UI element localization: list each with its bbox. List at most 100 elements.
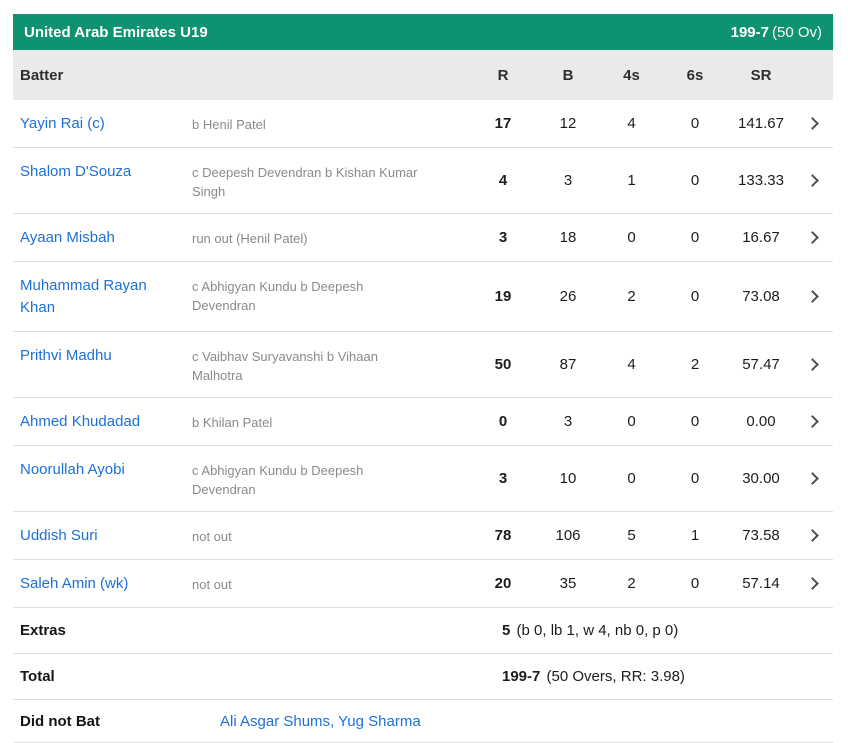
- runs-cell: 3: [498, 470, 508, 487]
- expand-row-button[interactable]: [795, 164, 833, 187]
- batter-row[interactable]: Shalom D'Souza c Deepesh Devendran b Kis…: [13, 148, 833, 214]
- batter-name-link[interactable]: Shalom D'Souza: [20, 163, 132, 180]
- expand-row-button[interactable]: [795, 405, 833, 428]
- fours-cell: 4: [627, 115, 636, 132]
- batter-name-link[interactable]: Uddish Suri: [20, 527, 98, 544]
- balls-cell: 35: [559, 575, 577, 592]
- strike-rate-cell: 133.33: [738, 172, 784, 189]
- strike-rate-cell: 73.58: [742, 527, 780, 544]
- batter-name-link[interactable]: Saleh Amin (wk): [20, 575, 129, 592]
- fours-cell: 2: [627, 288, 636, 305]
- sixes-cell: 0: [690, 115, 700, 132]
- dismissal-cell: not out: [192, 512, 470, 546]
- batter-row[interactable]: Prithvi Madhu c Vaibhav Suryavanshi b Vi…: [13, 332, 833, 398]
- sixes-cell: 0: [690, 413, 700, 430]
- total-detail: (50 Overs, RR: 3.98): [546, 668, 685, 685]
- column-sixes: 6s: [686, 66, 704, 84]
- batter-row[interactable]: Muhammad Rayan Khan c Abhigyan Kundu b D…: [13, 262, 833, 332]
- strike-rate-cell: 0.00: [746, 413, 776, 430]
- dismissal-cell: run out (Henil Patel): [192, 214, 470, 248]
- balls-cell: 10: [559, 470, 577, 487]
- expand-row-button[interactable]: [795, 280, 833, 303]
- did-not-bat-players-links[interactable]: Ali Asgar Shums, Yug Sharma: [220, 712, 421, 730]
- expand-row-button[interactable]: [795, 462, 833, 485]
- total-row: Total 199-7 (50 Overs, RR: 3.98): [13, 654, 833, 700]
- runs-cell: 0: [498, 413, 508, 430]
- batter-row[interactable]: Uddish Suri not out 78 106 5 1 73.58: [13, 512, 833, 560]
- extras-runs: 5: [502, 622, 511, 639]
- dismissal-text: not out: [192, 577, 232, 592]
- score-runs-wickets: 199-7: [730, 23, 769, 41]
- extras-label: Extras: [20, 622, 66, 639]
- balls-cell: 87: [559, 356, 577, 373]
- chevron-right-icon: [806, 358, 819, 371]
- team-name: United Arab Emirates U19: [24, 23, 208, 41]
- dismissal-text: b Khilan Patel: [192, 415, 273, 430]
- column-fours: 4s: [623, 66, 640, 84]
- sixes-cell: 2: [690, 356, 700, 373]
- dismissal-text: c Deepesh Devendran b Kishan Kumar Singh: [192, 165, 418, 199]
- sixes-cell: 0: [690, 288, 700, 305]
- runs-cell: 17: [494, 115, 512, 132]
- batter-row[interactable]: Yayin Rai (c) b Henil Patel 17 12 4 0 14…: [13, 100, 833, 148]
- batter-name-link[interactable]: Muhammad Rayan Khan: [20, 277, 147, 316]
- total-label: Total: [20, 668, 55, 685]
- batter-row[interactable]: Ahmed Khudadad b Khilan Patel 0 3 0 0 0.…: [13, 398, 833, 446]
- fours-cell: 5: [627, 527, 636, 544]
- dismissal-text: run out (Henil Patel): [192, 231, 308, 246]
- expand-row-button[interactable]: [795, 519, 833, 542]
- did-not-bat-label: Did not Bat: [20, 712, 100, 730]
- sixes-cell: 0: [690, 229, 700, 246]
- dismissal-cell: c Deepesh Devendran b Kishan Kumar Singh: [192, 148, 470, 201]
- strike-rate-cell: 141.67: [738, 115, 784, 132]
- dismissal-text: c Vaibhav Suryavanshi b Vihaan Malhotra: [192, 349, 378, 383]
- balls-cell: 3: [563, 413, 573, 430]
- balls-cell: 12: [559, 115, 577, 132]
- expand-row-button[interactable]: [795, 107, 833, 130]
- batter-row[interactable]: Noorullah Ayobi c Abhigyan Kundu b Deepe…: [13, 446, 833, 512]
- chevron-right-icon: [806, 174, 819, 187]
- batter-row[interactable]: Saleh Amin (wk) not out 20 35 2 0 57.14: [13, 560, 833, 608]
- chevron-right-icon: [806, 117, 819, 130]
- batter-name-cell: Shalom D'Souza: [20, 148, 192, 183]
- score-overs: (50 Ov): [771, 23, 822, 41]
- sixes-cell: 1: [690, 527, 700, 544]
- runs-cell: 50: [494, 356, 512, 373]
- chevron-right-icon: [806, 415, 819, 428]
- batter-name-cell: Ayaan Misbah: [20, 214, 192, 249]
- expand-row-button[interactable]: [795, 221, 833, 244]
- sixes-cell: 0: [690, 172, 700, 189]
- total-score: 199-7: [502, 668, 541, 685]
- batter-name-link[interactable]: Ahmed Khudadad: [20, 413, 141, 430]
- chevron-right-icon: [806, 290, 819, 303]
- batting-scorecard: United Arab Emirates U19 199-7 (50 Ov) Ba…: [13, 14, 833, 743]
- dismissal-text: not out: [192, 529, 232, 544]
- strike-rate-cell: 30.00: [742, 470, 780, 487]
- batter-name-cell: Muhammad Rayan Khan: [20, 262, 192, 319]
- batter-name-cell: Saleh Amin (wk): [20, 560, 192, 595]
- batter-name-link[interactable]: Noorullah Ayobi: [20, 461, 125, 478]
- fours-cell: 0: [627, 470, 636, 487]
- batter-name-link[interactable]: Prithvi Madhu: [20, 347, 112, 364]
- batter-name-cell: Ahmed Khudadad: [20, 398, 192, 433]
- chevron-right-icon: [806, 577, 819, 590]
- strike-rate-cell: 16.67: [742, 229, 780, 246]
- batter-row[interactable]: Ayaan Misbah run out (Henil Patel) 3 18 …: [13, 214, 833, 262]
- dismissal-text: b Henil Patel: [192, 117, 266, 132]
- batter-name-link[interactable]: Yayin Rai (c): [20, 115, 105, 132]
- runs-cell: 3: [498, 229, 508, 246]
- innings-score: 199-7 (50 Ov): [731, 24, 822, 41]
- expand-row-button[interactable]: [795, 567, 833, 590]
- batter-name-link[interactable]: Ayaan Misbah: [20, 229, 115, 246]
- column-strike-rate: SR: [750, 66, 772, 84]
- fours-cell: 4: [627, 356, 636, 373]
- did-not-bat-row: Did not Bat Ali Asgar Shums, Yug Sharma: [13, 700, 833, 743]
- strike-rate-cell: 57.14: [742, 575, 780, 592]
- runs-cell: 19: [494, 288, 512, 305]
- expand-row-button[interactable]: [795, 348, 833, 371]
- balls-cell: 18: [559, 229, 577, 246]
- chevron-right-icon: [806, 472, 819, 485]
- fours-cell: 1: [627, 172, 636, 189]
- dismissal-cell: b Henil Patel: [192, 100, 470, 134]
- sixes-cell: 0: [690, 575, 700, 592]
